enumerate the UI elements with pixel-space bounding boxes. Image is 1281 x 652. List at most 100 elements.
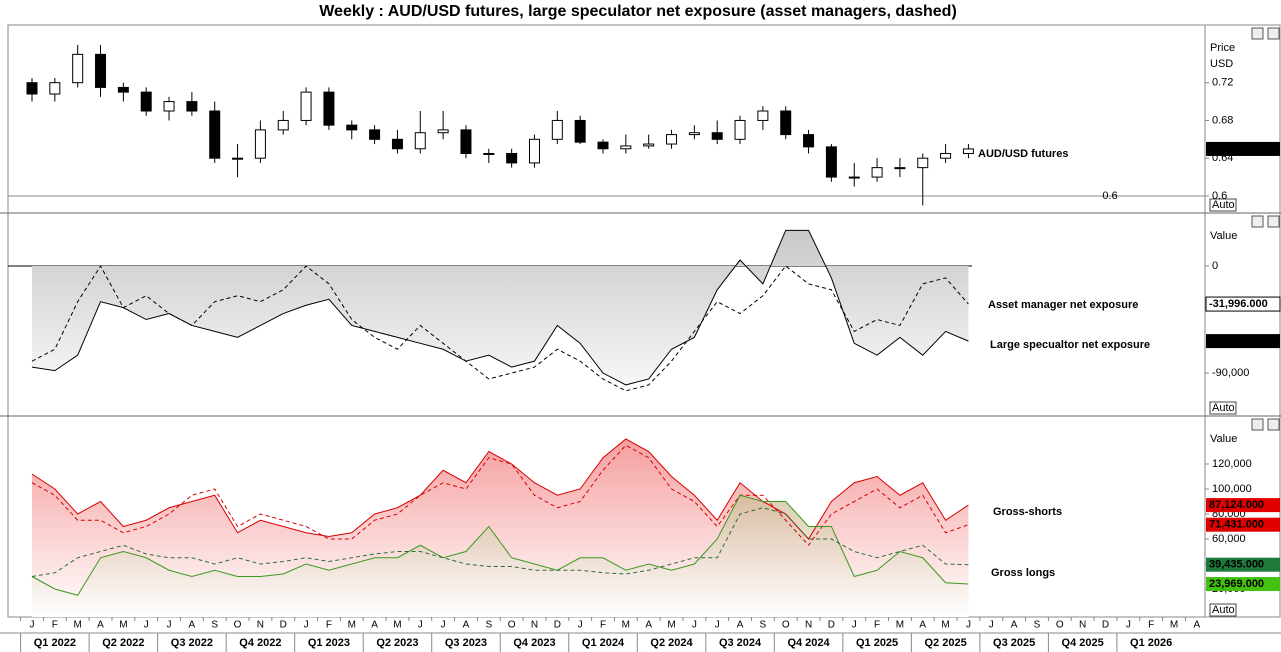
candle-body <box>848 176 860 179</box>
candle-body <box>917 157 929 169</box>
x-tick-label: O <box>508 620 516 631</box>
scale-mode: Auto <box>1212 402 1235 414</box>
quarter-label: Q4 2024 <box>787 637 830 649</box>
scale-mode-box[interactable] <box>1209 401 1237 415</box>
line <box>31 438 969 540</box>
candle-body <box>49 82 61 95</box>
candle-body <box>825 146 837 178</box>
candle-body <box>757 110 769 121</box>
window-button[interactable] <box>1251 215 1264 228</box>
value-label: -63,155.000 <box>1209 335 1268 347</box>
quarter-label: Q2 2022 <box>102 637 144 649</box>
value-label: 71,431.000 <box>1209 519 1264 531</box>
x-tick-label: N <box>805 620 812 631</box>
x-tick-label: M <box>1170 620 1178 631</box>
series-name: Gross-shorts <box>993 506 1062 518</box>
candle-body <box>414 132 426 150</box>
value-tag <box>1206 334 1280 349</box>
y-tick-label: 0.6 <box>1212 190 1227 202</box>
candle-body <box>209 110 221 159</box>
window-button[interactable] <box>1267 27 1280 40</box>
y-tick-label: 60,000 <box>1212 533 1246 545</box>
window-button[interactable] <box>1251 27 1264 40</box>
candle-body <box>962 148 974 154</box>
candle-body <box>574 119 586 143</box>
candle-body <box>277 119 289 131</box>
window-button[interactable] <box>1251 418 1264 431</box>
x-tick-label: M <box>896 620 904 631</box>
x-tick-label: S <box>1034 620 1041 631</box>
value-tag <box>1206 141 1280 156</box>
candle-body <box>528 138 540 164</box>
quarter-label: Q2 2025 <box>924 637 966 649</box>
candle-body <box>117 86 129 93</box>
chart-title: Weekly : AUD/USD futures, large speculat… <box>319 3 957 20</box>
candle-body <box>940 152 952 159</box>
scale-mode-box[interactable] <box>1209 198 1237 212</box>
candle-body <box>140 91 152 112</box>
x-tick-label: M <box>622 620 630 631</box>
quarter-label: Q1 2025 <box>856 637 898 649</box>
x-tick-label: M <box>393 620 401 631</box>
x-tick-label: A <box>371 620 378 631</box>
x-tick-label: A <box>1011 620 1018 631</box>
candle-body <box>163 101 175 112</box>
x-tick-label: J <box>418 620 423 631</box>
x-tick-label: S <box>760 620 767 631</box>
x-tick-label: F <box>52 620 58 631</box>
candle-body <box>232 157 244 160</box>
y-tick-label: 0.68 <box>1212 114 1233 126</box>
series-name: Large specualtor net exposure <box>990 339 1150 351</box>
value-label: 0.64980 <box>1209 143 1249 155</box>
x-tick-label: J <box>144 620 149 631</box>
x-tick-label: J <box>989 620 994 631</box>
candle-body <box>483 152 495 155</box>
quarter-label: Q3 2022 <box>171 637 213 649</box>
candle-body <box>711 132 723 140</box>
scale-mode-box[interactable] <box>1209 603 1237 617</box>
value-tag <box>1206 557 1280 572</box>
candle-body <box>620 145 632 150</box>
candle-body <box>506 152 518 164</box>
value-label: 87,124.000 <box>1209 499 1264 511</box>
value-label: 39,435.000 <box>1209 559 1264 571</box>
x-tick-label: A <box>919 620 926 631</box>
candle-body <box>597 141 609 150</box>
x-tick-label: M <box>74 620 82 631</box>
series-name: Asset manager net exposure <box>988 299 1138 311</box>
window-button[interactable] <box>1267 215 1280 228</box>
x-tick-label: A <box>1194 620 1201 631</box>
quarter-label: Q1 2022 <box>34 637 76 649</box>
value-label: -31,996.000 <box>1209 298 1268 310</box>
window-button[interactable] <box>1267 418 1280 431</box>
candle-body <box>95 53 107 88</box>
x-tick-label: N <box>257 620 264 631</box>
x-tick-label: J <box>852 620 857 631</box>
candle-body <box>26 82 38 95</box>
series-name: Gross longs <box>991 567 1055 579</box>
x-tick-label: O <box>782 620 790 631</box>
quarter-label: Q2 2024 <box>650 637 693 649</box>
x-tick-label: A <box>189 620 196 631</box>
x-tick-label: O <box>234 620 242 631</box>
x-tick-label: F <box>1148 620 1154 631</box>
line <box>31 265 969 392</box>
candle-body <box>551 119 563 140</box>
quarter-label: Q4 2025 <box>1062 637 1104 649</box>
candle-body <box>254 129 266 159</box>
x-tick-label: J <box>578 620 583 631</box>
candle-body <box>346 124 358 131</box>
x-tick-label: J <box>30 620 35 631</box>
candle-body <box>666 134 678 145</box>
value-label: 23,969.000 <box>1209 578 1264 590</box>
candle-body <box>688 132 700 136</box>
candle-body <box>369 129 381 140</box>
value-tag <box>1206 517 1280 532</box>
quarter-label: Q3 2023 <box>445 637 487 649</box>
x-tick-label: J <box>1126 620 1131 631</box>
line <box>31 494 969 596</box>
candle-body <box>437 129 449 134</box>
quarter-label: Q1 2023 <box>308 637 350 649</box>
x-tick-label: J <box>966 620 971 631</box>
